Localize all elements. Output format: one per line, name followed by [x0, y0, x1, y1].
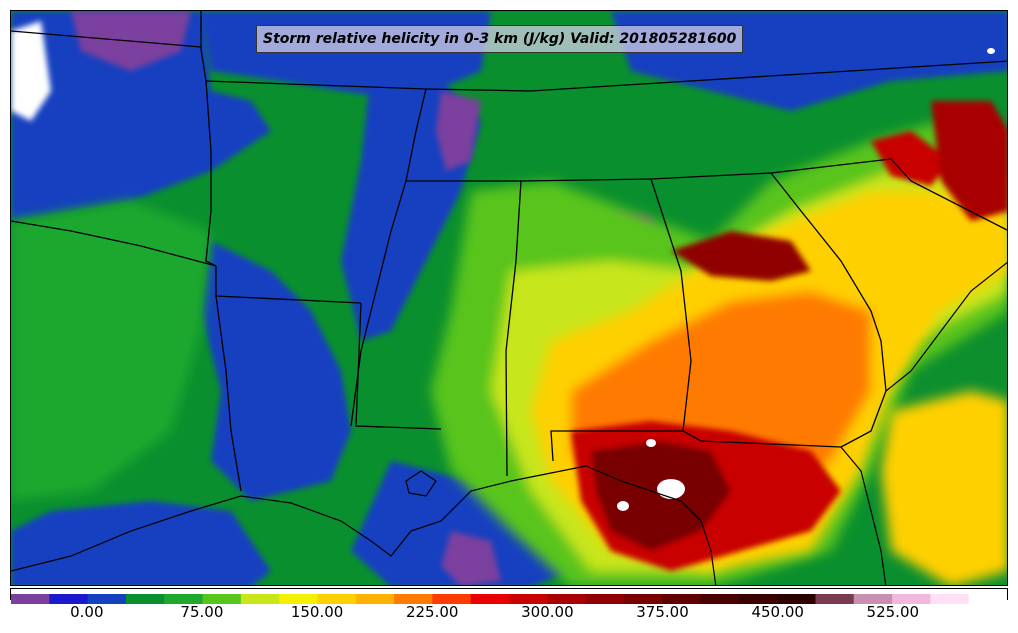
colorbar-swatch — [125, 594, 165, 604]
peak-helicity-spots — [617, 48, 995, 511]
coastline — [11, 261, 1007, 585]
colorbar-swatch — [394, 594, 433, 604]
map-title: Storm relative helicity in 0-3 km (J/kg)… — [256, 25, 744, 53]
map-canvas — [11, 11, 1007, 585]
colorbar-swatch — [777, 594, 816, 604]
colorbar — [10, 588, 1008, 604]
colorbar-tick-label: 75.00 — [180, 603, 224, 621]
colorbar-tick-label: 300.00 — [521, 603, 574, 621]
very-high-helicity-areas — [571, 101, 1007, 571]
colorbar-swatch — [49, 594, 89, 604]
colorbar-swatch — [738, 594, 778, 604]
colorbar-swatch — [355, 594, 395, 604]
colorbar-swatch — [930, 594, 970, 604]
colorbar-tick-label: 375.00 — [636, 603, 689, 621]
colorbar-swatch — [509, 594, 548, 604]
colorbar-tick-label: 525.00 — [866, 603, 920, 621]
colorbar-swatch — [585, 594, 625, 604]
colorbar-swatch — [700, 594, 740, 604]
colorbar-swatch — [623, 594, 663, 604]
colorbar-swatch — [892, 594, 931, 604]
colorbar-swatch — [279, 594, 318, 604]
colorbar-swatch — [470, 594, 510, 604]
colorbar-swatch — [164, 594, 204, 604]
colorbar-swatch — [968, 594, 1008, 604]
colorbar-tick-label: 0.00 — [70, 603, 104, 621]
colorbar-swatch — [547, 594, 587, 604]
colorbar-swatch — [11, 594, 50, 604]
colorbar-swatch — [432, 594, 472, 604]
colorbar-swatch — [662, 594, 702, 604]
colorbar-tick-label: 450.00 — [751, 603, 804, 621]
helicity-map: Storm relative helicity in 0-3 km (J/kg)… — [10, 10, 1008, 586]
colorbar-swatch — [202, 594, 242, 604]
colorbar-swatch — [87, 594, 127, 604]
colorbar-tick-label: 150.00 — [290, 603, 344, 621]
colorbar-swatch — [240, 594, 280, 604]
colorbar-swatches — [11, 594, 1008, 604]
state-boundaries — [11, 11, 1007, 492]
colorbar-swatch — [853, 594, 893, 604]
colorbar-swatch — [317, 594, 357, 604]
colorbar-swatch — [815, 594, 855, 604]
colorbar-tick-label: 225.00 — [405, 603, 459, 621]
